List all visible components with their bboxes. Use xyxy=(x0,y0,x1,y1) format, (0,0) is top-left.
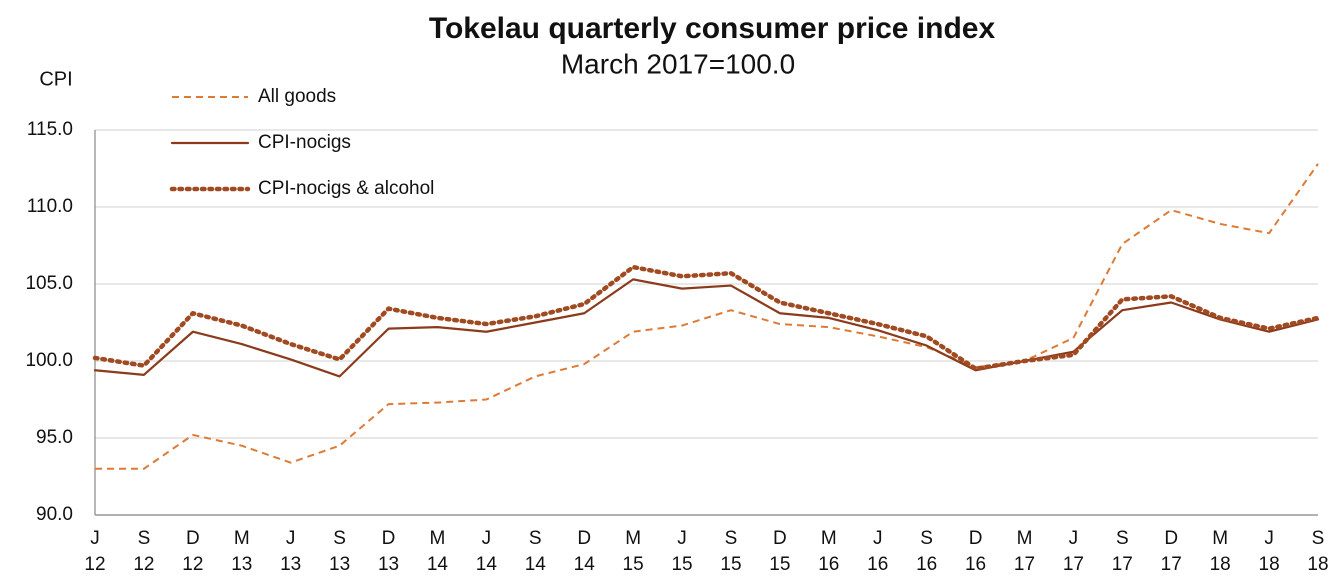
x-tick-label: 14 xyxy=(574,554,596,575)
x-tick-label: J xyxy=(677,528,687,549)
x-tick-label: D xyxy=(382,528,396,549)
x-tick-label: 16 xyxy=(965,554,986,575)
x-tick-label: 12 xyxy=(182,554,203,575)
x-tick-label: 15 xyxy=(720,554,741,575)
y-tick-label: 110.0 xyxy=(27,196,73,217)
x-tick-label: 12 xyxy=(133,554,154,575)
x-tick-label: M xyxy=(1017,528,1033,549)
x-tick-label: J xyxy=(90,528,100,549)
y-tick-label: 100.0 xyxy=(25,350,73,371)
x-tick-label: 15 xyxy=(769,554,790,575)
x-tick-label: D xyxy=(186,528,200,549)
x-tick-label: 13 xyxy=(378,554,399,575)
x-tick-label: 15 xyxy=(623,554,644,575)
y-tick-label: 90.0 xyxy=(36,504,73,525)
y-tick-label: 95.0 xyxy=(36,427,73,448)
x-tick-label: 18 xyxy=(1307,554,1328,575)
x-tick-label: 13 xyxy=(329,554,350,575)
legend-label: All goods xyxy=(258,86,336,107)
chart-subtitle: March 2017=100.0 xyxy=(561,48,795,79)
x-tick-label: 13 xyxy=(280,554,301,575)
x-tick-label: 17 xyxy=(1014,554,1035,575)
data-line xyxy=(92,264,1321,371)
data-line xyxy=(95,163,1319,470)
x-tick-label: 18 xyxy=(1259,554,1280,575)
x-tick-label: D xyxy=(969,528,983,549)
x-tick-label: D xyxy=(577,528,591,549)
x-tick-label: M xyxy=(1212,528,1228,549)
y-tick-label: 115.0 xyxy=(27,119,73,140)
chart-title: Tokelau quarterly consumer price index xyxy=(429,12,996,45)
x-tick-label: S xyxy=(1312,528,1325,549)
x-tick-label: 13 xyxy=(231,554,252,575)
legend-label: CPI-nocigs xyxy=(258,132,351,153)
x-tick-label: 14 xyxy=(427,554,449,575)
x-tick-label: 18 xyxy=(1210,554,1231,575)
x-tick-label: 16 xyxy=(867,554,888,575)
x-tick-label: 16 xyxy=(818,554,839,575)
x-tick-label: D xyxy=(1164,528,1178,549)
x-tick-label: M xyxy=(625,528,641,549)
x-tick-label: 17 xyxy=(1112,554,1133,575)
y-axis-label: CPI xyxy=(39,68,72,90)
x-tick-label: 14 xyxy=(476,554,498,575)
x-tick-label: J xyxy=(482,528,492,549)
y-tick-label: 105.0 xyxy=(25,273,73,294)
x-tick-label: 14 xyxy=(525,554,547,575)
x-tick-label: 15 xyxy=(671,554,692,575)
x-tick-label: 12 xyxy=(84,554,105,575)
x-tick-label: 16 xyxy=(916,554,937,575)
x-tick-label: S xyxy=(1116,528,1129,549)
x-tick-label: S xyxy=(333,528,346,549)
legend-label: CPI-nocigs & alcohol xyxy=(258,178,434,199)
x-tick-label: S xyxy=(920,528,933,549)
x-tick-label: J xyxy=(1264,528,1274,549)
data-line xyxy=(93,278,1320,378)
x-tick-label: S xyxy=(725,528,738,549)
x-tick-label: D xyxy=(773,528,787,549)
x-tick-label: J xyxy=(1069,528,1079,549)
x-tick-label: 17 xyxy=(1063,554,1084,575)
x-tick-label: 17 xyxy=(1161,554,1182,575)
x-tick-label: S xyxy=(529,528,542,549)
x-tick-label: M xyxy=(821,528,837,549)
x-tick-label: J xyxy=(286,528,296,549)
x-tick-label: J xyxy=(873,528,883,549)
x-tick-label: M xyxy=(430,528,446,549)
x-tick-label: M xyxy=(234,528,250,549)
x-tick-label: S xyxy=(138,528,151,549)
